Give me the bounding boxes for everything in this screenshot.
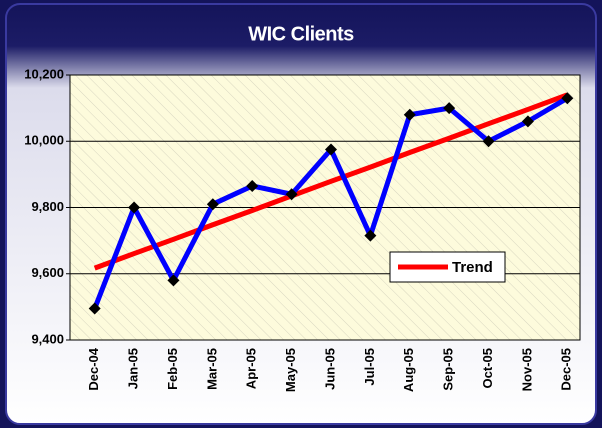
marker bbox=[246, 179, 259, 192]
x-tick-label: Apr-05 bbox=[244, 348, 259, 389]
x-tick-label: Mar-05 bbox=[204, 348, 219, 390]
plot-area bbox=[69, 74, 581, 341]
marker bbox=[521, 115, 534, 128]
marker bbox=[206, 198, 219, 211]
y-tick-label: 9,400 bbox=[31, 331, 64, 346]
legend: Trend bbox=[389, 251, 506, 283]
marker bbox=[403, 108, 416, 121]
marker bbox=[561, 92, 574, 105]
marker bbox=[167, 274, 180, 287]
x-tick-label: Nov-05 bbox=[519, 348, 534, 391]
y-tick-label: 9,600 bbox=[31, 265, 64, 280]
marker bbox=[285, 188, 298, 201]
y-tick-label: 10,000 bbox=[24, 133, 64, 148]
marker bbox=[128, 201, 141, 214]
marker bbox=[443, 102, 456, 115]
y-tick-label: 9,800 bbox=[31, 199, 64, 214]
x-tick-label: Aug-05 bbox=[401, 348, 416, 392]
x-tick-label: Dec-04 bbox=[86, 347, 101, 390]
x-tick-label: Dec-05 bbox=[559, 348, 574, 391]
legend-label: Trend bbox=[452, 259, 493, 276]
x-tick-label: Feb-05 bbox=[165, 348, 180, 390]
x-tick-label: Sep-05 bbox=[441, 348, 456, 391]
trend-line bbox=[93, 92, 569, 271]
x-tick-label: Jul-05 bbox=[362, 348, 377, 386]
x-tick-label: Oct-05 bbox=[480, 348, 495, 388]
x-tick-label: Jun-05 bbox=[322, 348, 337, 390]
x-tick-label: May-05 bbox=[283, 348, 298, 392]
y-tick-label: 10,200 bbox=[24, 66, 64, 81]
x-tick-label: Jan-05 bbox=[126, 348, 141, 389]
marker bbox=[88, 302, 101, 315]
marker bbox=[325, 143, 337, 156]
marker bbox=[482, 135, 495, 148]
marker bbox=[364, 229, 377, 242]
chart-title: WIC Clients bbox=[248, 23, 354, 45]
